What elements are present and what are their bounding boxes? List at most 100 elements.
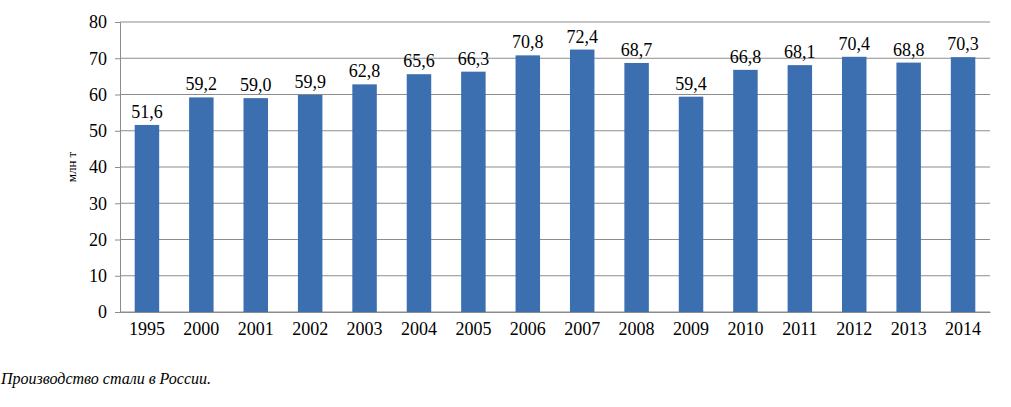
x-axis-line xyxy=(121,312,991,313)
x-tick: 2004 xyxy=(401,312,437,339)
bar xyxy=(788,65,812,312)
grid-line xyxy=(120,22,990,23)
x-tick: 2008 xyxy=(619,312,655,339)
x-tick-label: 2004 xyxy=(401,319,437,339)
y-tick: 80 xyxy=(89,12,120,32)
bar xyxy=(896,63,920,312)
x-tick: 2003 xyxy=(347,312,383,339)
data-label: 66,3 xyxy=(458,49,490,69)
bar xyxy=(624,63,648,312)
y-tick: 10 xyxy=(89,266,120,286)
bar xyxy=(951,57,975,312)
data-label: 68,7 xyxy=(621,40,653,60)
x-tick-label: 2001 xyxy=(238,319,274,339)
x-tick: 2006 xyxy=(510,312,546,339)
y-tick-mark xyxy=(115,131,120,132)
x-axis: 1995 2000 2001 2002 2003 2004 2005 2006 2007 2008… xyxy=(121,312,991,339)
y-axis-line xyxy=(115,23,121,313)
y-tick-label: 50 xyxy=(89,121,107,141)
x-tick: 2007 xyxy=(564,312,600,339)
bar xyxy=(189,97,213,312)
y-tick-mark xyxy=(115,312,120,313)
data-label: 70,3 xyxy=(947,34,979,54)
y-tick: 50 xyxy=(89,121,120,141)
y-tick: 70 xyxy=(89,49,120,69)
x-tick: 2001 xyxy=(238,312,274,339)
x-tick-label: 2003 xyxy=(347,319,383,339)
data-label: 68,8 xyxy=(893,40,925,60)
data-label: 59,4 xyxy=(675,74,707,94)
y-tick-mark xyxy=(115,58,120,59)
y-tick-label: 10 xyxy=(89,266,107,286)
data-label: 66,8 xyxy=(730,47,762,67)
bar xyxy=(570,50,594,312)
plot: 0 10 20 30 40 50 60 70 80 1995 2000 2001 2002 2003 200… xyxy=(89,12,991,339)
data-label: 59,2 xyxy=(186,74,218,94)
x-tick-label: 2002 xyxy=(292,319,328,339)
x-tick-label: 2011 xyxy=(782,319,817,339)
y-tick-label: 30 xyxy=(89,194,107,214)
x-tick: 2009 xyxy=(673,312,709,339)
y-tick: 20 xyxy=(89,230,120,250)
bar xyxy=(298,95,322,312)
x-tick-label: 2009 xyxy=(673,319,709,339)
y-tick-mark xyxy=(115,22,120,23)
data-label: 68,1 xyxy=(784,42,816,62)
bar xyxy=(352,84,376,312)
bar xyxy=(461,72,485,312)
y-tick-label: 20 xyxy=(89,230,107,250)
x-tick: 2012 xyxy=(836,312,872,339)
grid xyxy=(120,22,990,312)
bar xyxy=(733,70,757,312)
y-tick-label: 40 xyxy=(89,157,107,177)
data-label: 51,6 xyxy=(131,102,163,122)
y-axis: 0 10 20 30 40 50 60 70 80 xyxy=(89,12,121,322)
x-tick-label: 2000 xyxy=(183,319,219,339)
x-tick: 1995 xyxy=(129,312,165,339)
x-tick: 2005 xyxy=(455,312,491,339)
y-tick-mark xyxy=(115,203,120,204)
y-tick-label: 60 xyxy=(89,85,107,105)
y-tick-label: 70 xyxy=(89,49,107,69)
data-label: 70,8 xyxy=(512,32,544,52)
x-tick-label: 1995 xyxy=(129,319,165,339)
title: Производство стали в России. xyxy=(0,370,211,388)
x-tick-label: 2005 xyxy=(455,319,491,339)
bar xyxy=(135,125,159,312)
x-tick-label: 2012 xyxy=(836,319,872,339)
bars xyxy=(135,50,976,312)
bar xyxy=(244,98,268,312)
x-tick: 2002 xyxy=(292,312,328,339)
y-tick-label: 80 xyxy=(89,12,107,32)
bar xyxy=(516,55,540,312)
y-axis-title: млн т xyxy=(64,151,79,182)
y-tick: 40 xyxy=(89,157,120,177)
y-tick: 30 xyxy=(89,194,120,214)
y-tick-mark xyxy=(115,167,120,168)
y-tick-label: 0 xyxy=(98,302,107,322)
y-tick: 0 xyxy=(98,302,120,322)
bar xyxy=(679,97,703,312)
x-tick: 2014 xyxy=(945,312,981,339)
data-label: 62,8 xyxy=(349,61,381,81)
x-tick-label: 2010 xyxy=(727,319,763,339)
x-tick: 2013 xyxy=(891,312,927,339)
data-label: 59,9 xyxy=(294,72,326,92)
x-tick: 2000 xyxy=(183,312,219,339)
bar xyxy=(407,74,431,312)
x-tick: 2010 xyxy=(727,312,763,339)
data-label: 65,6 xyxy=(403,51,435,71)
bar xyxy=(842,57,866,312)
data-label: 59,0 xyxy=(240,75,272,95)
data-labels: 51,659,259,059,962,865,666,370,872,468,7… xyxy=(131,27,979,122)
y-tick-mark xyxy=(115,276,120,277)
x-tick-label: 2013 xyxy=(891,319,927,339)
x-tick-label: 2008 xyxy=(619,319,655,339)
y-tick-mark xyxy=(115,95,120,96)
x-tick-label: 2007 xyxy=(564,319,600,339)
x-tick: 2011 xyxy=(782,312,817,339)
chart: 0 10 20 30 40 50 60 70 80 1995 2000 2001 2002 2003 200… xyxy=(0,0,1011,407)
x-tick-label: 2014 xyxy=(945,319,981,339)
data-label: 70,4 xyxy=(838,34,870,54)
x-tick-label: 2006 xyxy=(510,319,546,339)
